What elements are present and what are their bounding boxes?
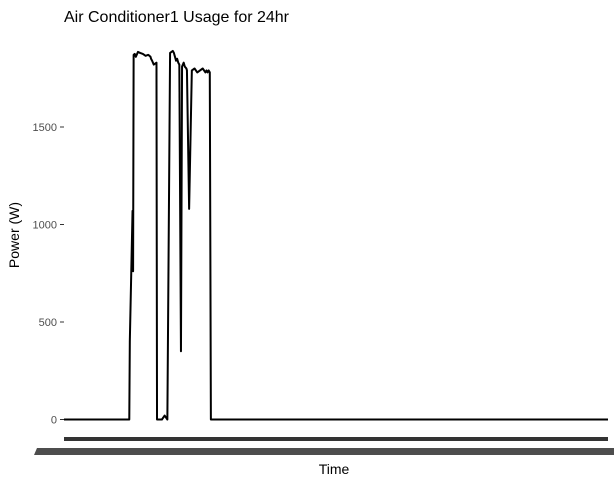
- y-axis: 0 500 1000 1500: [33, 122, 64, 427]
- plot-area: [64, 49, 608, 421]
- x-axis-title: Time: [319, 461, 350, 477]
- x-tick-labels-overlap-band: [34, 448, 614, 455]
- y-axis-title: Power (W): [6, 202, 22, 268]
- x-axis: [34, 437, 614, 455]
- series-line: [64, 49, 608, 421]
- y-tick-label: 1500: [33, 122, 57, 134]
- x-tick-marks-band: [64, 437, 608, 441]
- y-tick-label: 500: [39, 317, 57, 329]
- chart-title: Air Conditioner1 Usage for 24hr: [64, 9, 290, 26]
- y-tick-label: 1000: [33, 220, 57, 232]
- y-tick-label: 0: [51, 415, 57, 427]
